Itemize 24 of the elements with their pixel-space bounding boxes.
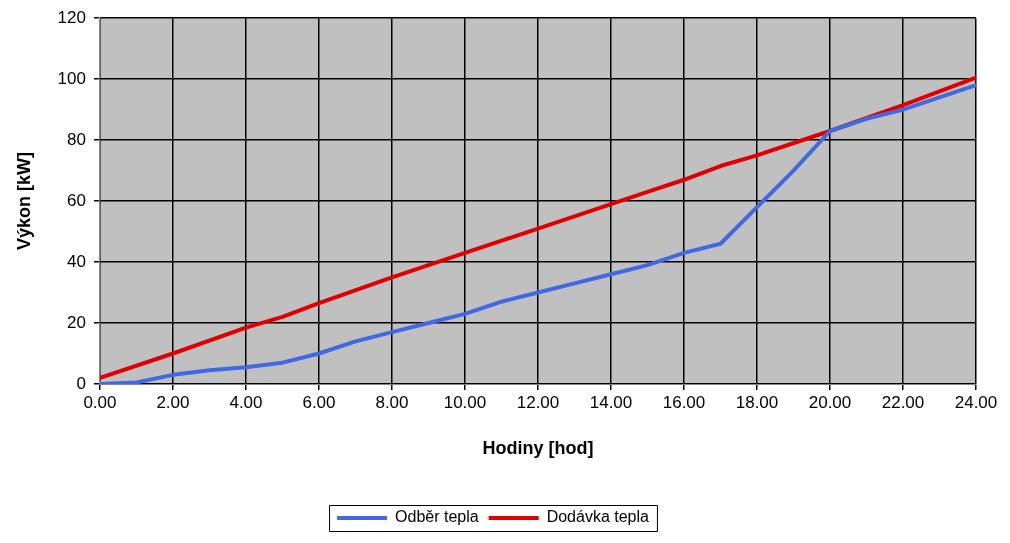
y-tick-label: 100 bbox=[57, 68, 86, 88]
x-tick-label: 10.00 bbox=[443, 392, 487, 412]
y-tick-label: 120 bbox=[57, 7, 86, 27]
x-tick-label: 6.00 bbox=[302, 392, 336, 412]
y-tick-label: 80 bbox=[67, 129, 86, 149]
x-tick-label: 0.00 bbox=[83, 392, 117, 412]
x-tick-label: 22.00 bbox=[881, 392, 925, 412]
x-tick-label: 24.00 bbox=[954, 392, 998, 412]
x-tick-label: 18.00 bbox=[735, 392, 779, 412]
x-tick-label: 4.00 bbox=[229, 392, 263, 412]
x-axis-title: Hodiny [hod] bbox=[482, 438, 594, 459]
legend-label: Dodávka tepla bbox=[546, 508, 650, 526]
y-tick-label: 20 bbox=[67, 312, 86, 332]
y-tick-label: 0 bbox=[76, 373, 86, 393]
x-tick-label: 14.00 bbox=[589, 392, 633, 412]
y-tick-label: 40 bbox=[67, 251, 86, 271]
y-axis-title: Výkon [kW] bbox=[13, 152, 34, 251]
x-tick-label: 2.00 bbox=[156, 392, 190, 412]
legend-label: Odběr tepla bbox=[395, 508, 479, 526]
x-tick-label: 20.00 bbox=[808, 392, 852, 412]
x-tick-label: 12.00 bbox=[516, 392, 560, 412]
y-tick-label: 60 bbox=[67, 190, 86, 210]
x-tick-label: 16.00 bbox=[662, 392, 706, 412]
x-tick-label: 8.00 bbox=[375, 392, 409, 412]
